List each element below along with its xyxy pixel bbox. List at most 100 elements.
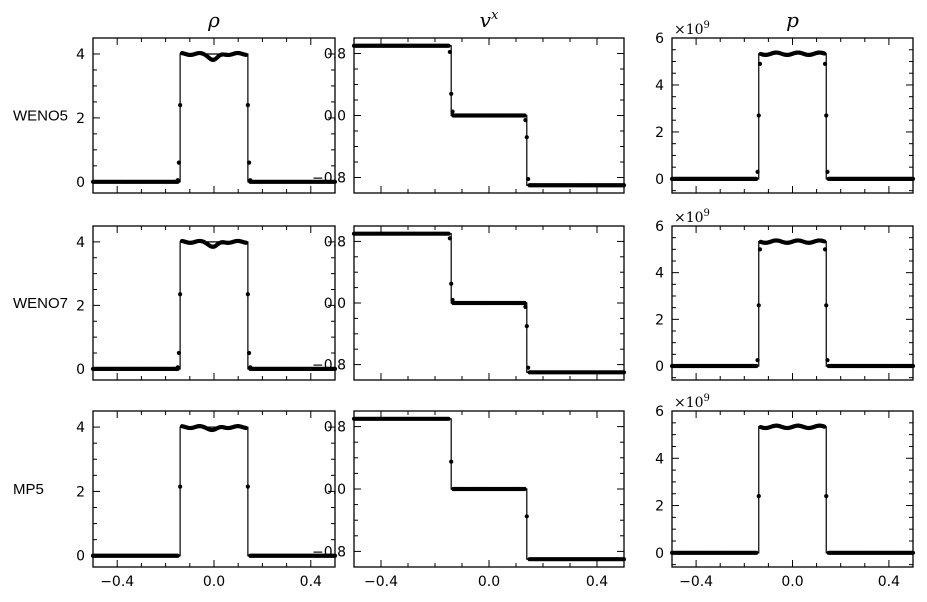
numerical-point	[176, 350, 182, 356]
exact-solution-line	[93, 241, 335, 370]
y-tick-label: 2	[655, 125, 664, 141]
numerical-point	[756, 303, 761, 308]
numerical-point	[755, 169, 760, 174]
numerical-point	[822, 61, 828, 66]
panel-1-2: 0 2 4 6 ×109	[655, 208, 916, 381]
x-tick-label: 0.4	[878, 574, 900, 590]
y-tick-label: 4	[76, 420, 85, 436]
numerical-point	[178, 484, 183, 489]
y-tick-label: 2	[655, 499, 664, 515]
numerical-point	[175, 178, 180, 183]
numerical-point	[447, 49, 452, 55]
x-tick-label: 0.0	[478, 574, 500, 590]
numerical-point	[822, 424, 827, 429]
y-tick-label: 0	[76, 549, 85, 565]
y-tick-label: 6	[655, 219, 664, 235]
x-tick-label: 0.4	[300, 574, 322, 590]
numerical-point	[526, 176, 531, 182]
y-multiplier: ×109	[674, 393, 710, 411]
numerical-point	[754, 550, 759, 555]
y-tick-label: 0	[76, 175, 85, 191]
y-tick-label: 6	[655, 31, 664, 47]
row-label-2: MP5	[13, 481, 44, 498]
exact-solution-line	[93, 53, 335, 183]
y-multiplier: ×109	[674, 20, 710, 38]
numerical-point	[757, 247, 763, 252]
numerical-point	[446, 416, 451, 421]
numerical-point	[824, 303, 829, 308]
axes-frame	[671, 37, 914, 194]
y-tick-label: 4	[76, 235, 85, 251]
numerical-point	[822, 51, 827, 56]
row-label-0: WENO5	[13, 108, 68, 125]
numerical-point	[522, 113, 527, 118]
panel-2-2: −0.4 0.0 0.4 0 2 4 6 ×109	[655, 393, 916, 590]
y-tick-label: 0.0	[324, 109, 346, 125]
numerical-point	[248, 365, 253, 370]
numerical-point	[178, 292, 183, 297]
column-title-1: vx	[480, 8, 499, 32]
axes-frame	[671, 410, 914, 568]
exact-solution-line	[93, 426, 335, 557]
axes-frame	[92, 225, 336, 381]
y-tick-label: 0.8	[324, 420, 346, 436]
y-tick-label: 0.8	[324, 234, 346, 250]
y-tick-label: −0.8	[312, 544, 346, 560]
numerical-point	[449, 91, 454, 96]
numerical-point	[757, 61, 763, 66]
x-tick-label: −0.4	[679, 574, 713, 590]
x-tick-label: 0.0	[781, 574, 803, 590]
y-tick-label: 4	[655, 451, 664, 467]
numerical-point	[176, 160, 182, 165]
column-title-2: p	[786, 8, 799, 32]
numerical-point	[824, 493, 829, 499]
y-tick-label: 2	[76, 111, 85, 127]
numerical-point	[450, 297, 455, 303]
row-label-1: WENO7	[13, 295, 68, 312]
numerical-point	[446, 231, 451, 236]
panel-0-1: −0.8 0.0 0.8	[312, 37, 627, 194]
numerical-point	[524, 514, 529, 519]
numerical-point	[243, 425, 249, 431]
numerical-point	[449, 459, 454, 464]
numerical-point	[245, 292, 250, 297]
panel-0-0: 0 2 4	[76, 37, 338, 194]
exact-solution-line	[672, 241, 913, 367]
numerical-point	[245, 484, 250, 489]
y-tick-label: 0	[655, 546, 664, 562]
numerical-point	[243, 52, 249, 57]
y-tick-label: 0.0	[324, 482, 346, 498]
y-tick-label: 0	[655, 359, 664, 375]
numerical-point	[754, 363, 759, 369]
x-tick-label: 0.4	[586, 574, 608, 590]
exact-solution-line	[672, 426, 913, 554]
x-tick-label: −0.4	[100, 574, 134, 590]
numerical-point	[449, 281, 454, 286]
axes-frame	[92, 410, 336, 568]
numerical-point	[523, 304, 528, 309]
panel-2-0: −0.4 0.0 0.4 0 2 4	[76, 410, 338, 590]
row-labels: WENO5 WENO7 MP5	[13, 108, 68, 499]
panel-1-0: 0 2 4	[76, 225, 338, 381]
numerical-point	[755, 358, 760, 363]
y-tick-label: −0.8	[312, 171, 346, 187]
y-tick-label: 0	[655, 172, 664, 188]
panel-2-1: −0.4 0.0 0.4 −0.8 0.0 0.8	[312, 410, 627, 590]
y-tick-label: 0	[76, 362, 85, 378]
numerical-point	[522, 486, 527, 492]
column-titles: ρ vx p	[207, 8, 799, 32]
numerical-point	[446, 43, 451, 48]
x-tick-label: −0.4	[364, 574, 398, 590]
numerical-point	[246, 350, 252, 356]
y-tick-label: 4	[655, 266, 664, 282]
numerical-point	[524, 324, 529, 329]
numerical-point	[450, 109, 455, 114]
panels: 0 2 4 −0.8 0.0 0.8 0 2 4 6 ×109 0 2 4 −0.8 0.0 0.8 0 2 4 6 ×1…	[76, 20, 916, 590]
numerical-point	[447, 236, 452, 241]
numerical-point	[756, 113, 761, 118]
numerical-point	[825, 169, 830, 174]
y-tick-label: 4	[655, 78, 664, 94]
y-tick-label: 0.8	[324, 47, 346, 63]
numerical-point	[754, 176, 759, 182]
